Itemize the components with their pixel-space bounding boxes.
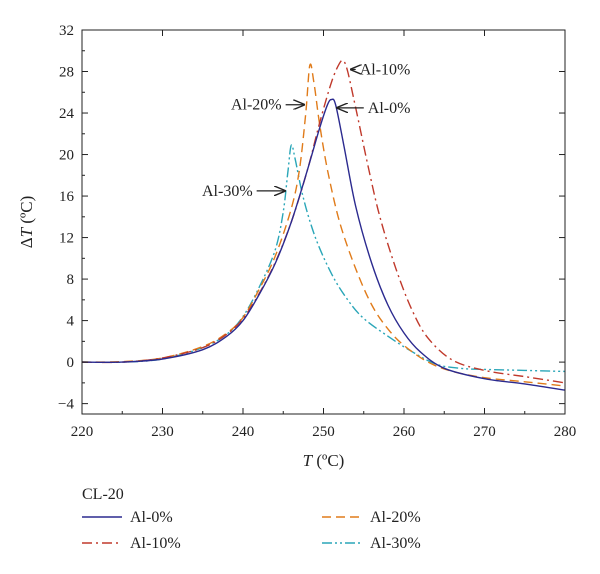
- annotation-label: Al-20%: [231, 97, 282, 114]
- x-tick-label: 260: [393, 424, 416, 440]
- legend: CL-20 Al-0% Al-20% Al-10% Al-30%: [82, 486, 421, 552]
- series-line-al-10pct: [82, 59, 565, 384]
- y-tick-label: 16: [59, 189, 75, 205]
- series-line-al-30pct: [82, 144, 565, 373]
- y-axis-prefix: Δ: [17, 237, 36, 248]
- y-tick-label: −4: [58, 397, 74, 413]
- y-tick-label: 8: [67, 272, 75, 288]
- plot-area: [82, 59, 565, 391]
- y-tick-label: 24: [59, 106, 75, 122]
- legend-item: Al-0%: [82, 509, 173, 526]
- x-tick-label: 280: [554, 424, 577, 440]
- y-tick-label: 4: [67, 314, 75, 330]
- y-tick-label: 0: [67, 355, 75, 371]
- x-tick-label: 240: [232, 424, 255, 440]
- legend-label: Al-10%: [130, 535, 181, 552]
- legend-label: Al-20%: [370, 509, 421, 526]
- legend-title: CL-20: [82, 486, 124, 503]
- plot-frame: [81, 29, 566, 415]
- y-axis-unit: (ºC): [17, 196, 36, 228]
- annotation-label: Al-30%: [202, 183, 253, 200]
- legend-label: Al-30%: [370, 535, 421, 552]
- y-tick-label: 20: [59, 148, 74, 164]
- series-line-al-0pct: [82, 98, 565, 391]
- y-tick-label: 32: [59, 23, 74, 39]
- x-axis-title: T (ºC): [303, 451, 345, 470]
- x-axis-unit: (ºC): [312, 451, 344, 470]
- x-tick-label: 220: [71, 424, 94, 440]
- y-axis-symbol: T: [17, 226, 36, 237]
- x-tick-label: 250: [312, 424, 335, 440]
- y-tick-label: 12: [59, 231, 74, 247]
- x-tick-label: 230: [151, 424, 174, 440]
- x-axis-symbol: T: [303, 451, 314, 470]
- legend-item: Al-10%: [82, 535, 181, 552]
- annotation-label: Al-0%: [368, 100, 411, 117]
- axes: 220 230 240 250 260 270 280 −4 0 4 8 12 16 20 24 28 32 T …: [17, 23, 576, 470]
- legend-item: Al-20%: [322, 509, 421, 526]
- series-line-al-20pct: [82, 63, 565, 387]
- y-axis-title: ΔT (ºC): [17, 196, 36, 249]
- annotations: Al-10% Al-20% Al-0% Al-30%: [202, 61, 410, 199]
- x-tick-label: 270: [473, 424, 496, 440]
- annotation-label: Al-10%: [360, 61, 411, 78]
- y-tick-label: 28: [59, 65, 74, 81]
- legend-label: Al-0%: [130, 509, 173, 526]
- legend-item: Al-30%: [322, 535, 421, 552]
